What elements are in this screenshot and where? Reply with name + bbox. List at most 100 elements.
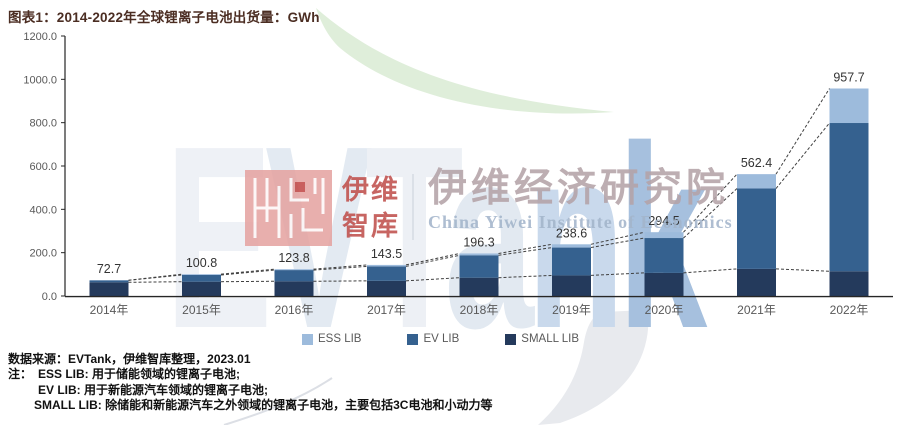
note-line-2: EV LIB: 用于新能源汽车领域的锂离子电池; [38, 383, 492, 398]
bar-segment-ess-lib [459, 253, 499, 256]
y-tick-label: 400.0 [29, 204, 57, 216]
y-tick-label: 1000.0 [23, 74, 57, 86]
watermark-letter: T [365, 93, 451, 383]
source-note: 数据来源：EVTank，伊维智库整理，2023.01 [8, 352, 492, 367]
bar-segment-ess-lib [274, 269, 314, 271]
legend-swatch-icon [407, 333, 419, 345]
x-tick-label: 2014年 [90, 303, 129, 317]
yiwei-zhiku-text: 伊维 智库 [342, 172, 400, 244]
series-line [775, 122, 830, 189]
bar-segment-ev-lib [182, 274, 221, 282]
legend-label: SMALL LIB [521, 333, 580, 345]
bar-segment-small-lib [274, 281, 314, 296]
value-label: 123.8 [278, 251, 309, 265]
zhiku-text: 智库 [342, 211, 400, 241]
y-tick-label: 0.0 [42, 291, 57, 303]
note-line-3: SMALL LIB: 除储能和新能源汽车之外领域的锂离子电池，主要包括3C电池和… [34, 398, 492, 413]
note-ess: ESS LIB: 用于储能领域的锂离子电池; [38, 367, 241, 382]
value-label: 72.7 [97, 262, 121, 276]
series-line [405, 277, 460, 282]
source-text: EVTank，伊维智库整理，2023.01 [68, 352, 251, 366]
legend-item-ess-lib: ESS LIB [302, 333, 361, 345]
bar-segment-ev-lib [644, 238, 684, 273]
note-line-1: 注： ESS LIB: 用于储能领域的锂离子电池; [8, 367, 492, 382]
note-small: SMALL LIB: 除储能和新能源汽车之外领域的锂离子电池，主要包括3C电池和… [34, 397, 493, 412]
x-tick-label: 2015年 [182, 303, 221, 317]
bar-segment-ess-lib [552, 244, 591, 248]
series-line [128, 273, 183, 281]
institute-name-cn: 伊维经济研究院 [428, 167, 730, 210]
note-ev: EV LIB: 用于新能源汽车领域的锂离子电池; [38, 382, 268, 397]
x-tick-label: 2021年 [737, 303, 776, 317]
value-label: 294.5 [648, 214, 679, 228]
chart-title: 图表1：2014-2022年全球锂离子电池出货量：GWh [8, 10, 320, 25]
series-line [220, 269, 275, 276]
series-line [683, 268, 738, 274]
watermark-brand-block: 伊维 智库 伊维经济研究院 China Yiwei Institute of E… [245, 168, 733, 246]
series-line [313, 264, 368, 270]
x-tick-label: 2016年 [275, 303, 314, 317]
series-line [683, 173, 738, 233]
note-prefix: 注： [8, 367, 33, 382]
legend-swatch-icon [302, 333, 313, 345]
institute-name-en: China Yiwei Institute of Economics [428, 212, 733, 232]
legend-item-ev-lib: EV LIB [407, 333, 459, 345]
bar-segment-ev-lib [367, 266, 406, 281]
value-label: 238.6 [556, 226, 587, 240]
institute-block: 伊维经济研究院 China Yiwei Institute of Economi… [428, 168, 733, 233]
green-swoosh-shape [316, 8, 614, 114]
bar-segment-ess-lib [182, 274, 221, 275]
bar-segment-ess-lib [367, 264, 406, 267]
bar-segment-ev-lib [89, 280, 129, 283]
bar-segment-small-lib [829, 271, 869, 296]
yiwei-text: 伊维 [342, 175, 400, 205]
series-line [775, 268, 830, 272]
x-tick-label: 2017年 [367, 303, 406, 317]
bar-segment-ess-lib [829, 88, 869, 124]
series-line [498, 243, 553, 254]
bar-segment-small-lib [459, 277, 499, 296]
bar-segment-small-lib [89, 282, 129, 296]
x-tick-label: 2019年 [552, 303, 591, 317]
bar-segment-ev-lib [552, 247, 591, 276]
value-label: 143.5 [371, 247, 402, 261]
series-line [683, 188, 738, 239]
value-label: 100.8 [186, 256, 217, 270]
series-line [498, 247, 553, 256]
legend-label: ESS LIB [318, 333, 362, 345]
bar-segment-small-lib [367, 280, 406, 296]
series-line [405, 254, 460, 267]
bar-segment-small-lib [552, 275, 591, 296]
legend-label: EV LIB [423, 333, 460, 345]
y-tick-label: 800.0 [29, 118, 57, 130]
x-tick-label: 2022年 [830, 303, 869, 317]
series-line [220, 268, 275, 275]
series-line [313, 265, 368, 271]
series-line [775, 88, 830, 175]
chart-legend: ESS LIB EV LIB SMALL LIB [302, 333, 579, 345]
bar-segment-small-lib [737, 268, 776, 296]
bar-segment-ev-lib [829, 123, 869, 272]
source-label: 数据来源： [8, 352, 69, 366]
legend-item-small-lib: SMALL LIB [505, 333, 579, 345]
legend-swatch-icon [505, 333, 517, 345]
x-tick-label: 2020年 [645, 303, 684, 317]
yiwei-logo-icon [245, 170, 332, 246]
watermark-letter: n [526, 93, 624, 383]
value-label: 562.4 [741, 156, 772, 170]
y-tick-label: 600.0 [29, 161, 57, 173]
series-line [590, 272, 645, 276]
bar-segment-ev-lib [274, 270, 314, 282]
watermark-divider [412, 174, 414, 240]
y-tick-label: 1200.0 [23, 31, 57, 43]
bar-segment-ess-lib [737, 174, 776, 189]
bar-segment-ev-lib [459, 255, 499, 278]
series-line [590, 231, 645, 245]
series-line [590, 237, 645, 249]
series-line [128, 281, 183, 283]
value-label: 957.7 [833, 70, 864, 84]
y-tick-label: 200.0 [29, 248, 57, 260]
bar-segment-small-lib [182, 281, 221, 296]
